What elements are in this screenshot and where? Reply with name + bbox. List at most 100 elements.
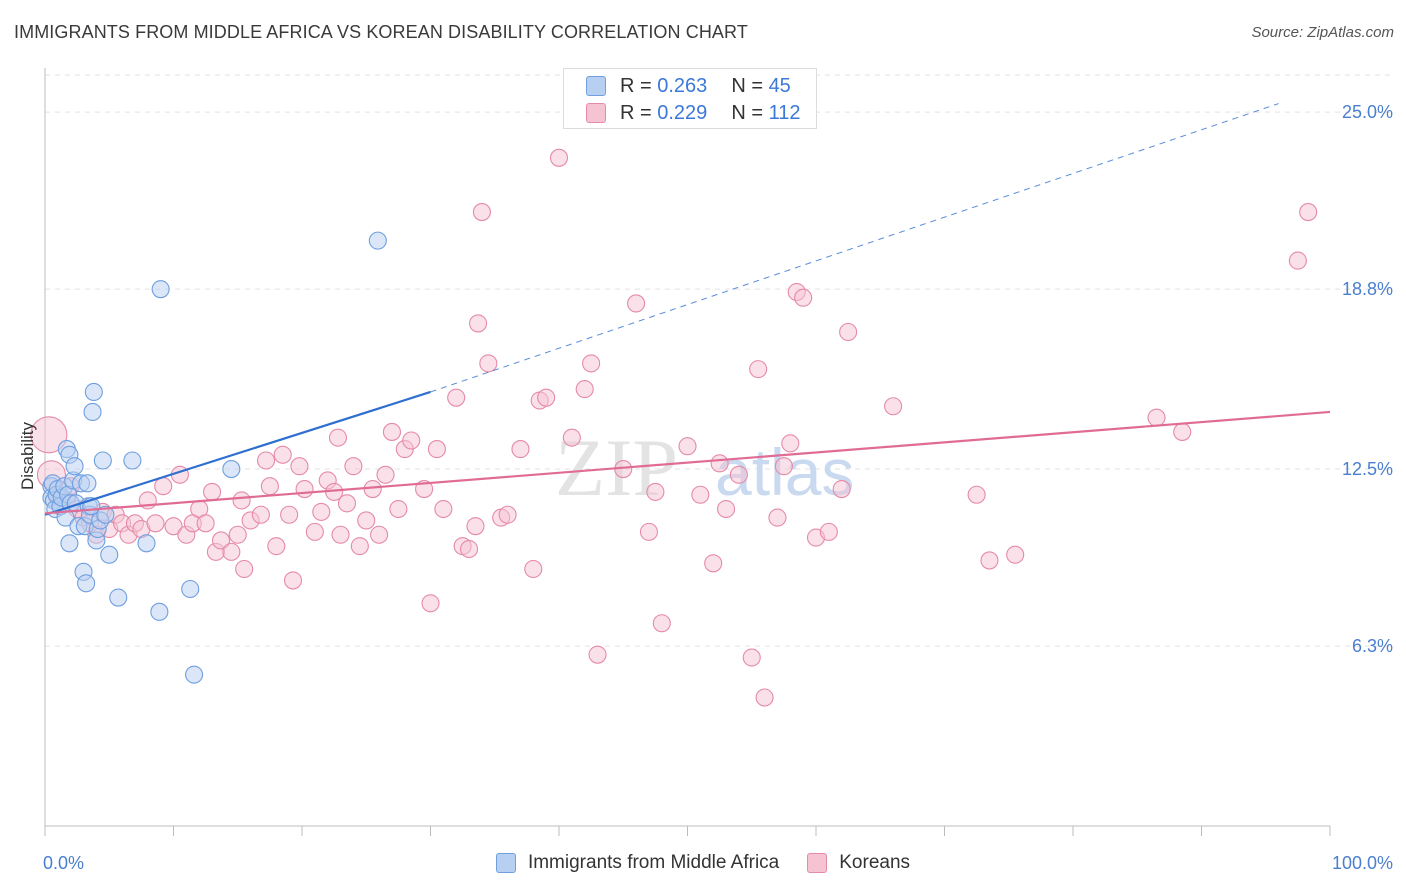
point-korean — [524, 559, 543, 579]
point-immigrants — [93, 451, 112, 470]
stats-legend: R = 0.263 N = 45 R = 0.229 N = 112 — [563, 68, 817, 129]
series-legend: Immigrants from Middle Africa Koreans — [0, 852, 1406, 874]
point-immigrants — [137, 534, 156, 553]
point-korean — [267, 537, 286, 556]
point-korean — [427, 440, 446, 459]
point-korean — [235, 559, 254, 579]
point-korean — [203, 482, 222, 501]
point-korean — [1147, 408, 1166, 427]
point-korean — [967, 485, 986, 504]
point-korean — [678, 437, 697, 456]
point-korean — [710, 454, 729, 473]
point-korean — [716, 499, 736, 519]
point-korean — [350, 537, 369, 556]
point-korean — [511, 440, 530, 459]
x-tick-label-min: 0.0% — [43, 853, 84, 873]
y-tick-label: 12.5% — [1342, 459, 1393, 479]
trend-line-immigrants — [44, 390, 431, 516]
point-korean — [357, 511, 376, 530]
point-korean — [691, 485, 710, 504]
point-korean — [819, 522, 838, 541]
point-korean — [389, 499, 408, 519]
r-label: R = — [620, 101, 652, 124]
source-label: Source: ZipAtlas.com — [1251, 24, 1394, 41]
y-axis-label: Disability — [18, 421, 37, 490]
tick-labels: 6.3% 12.5% 18.8% 25.0% 0.0% 100.0% — [43, 102, 1393, 873]
point-korean — [781, 434, 800, 453]
point-korean — [839, 322, 858, 342]
stats-row-immigrants: R = 0.263 N = 45 — [586, 74, 791, 98]
point-immigrants — [151, 280, 170, 299]
point-korean — [459, 539, 479, 559]
point-korean — [447, 388, 466, 407]
point-immigrants — [185, 665, 204, 684]
point-korean — [273, 445, 292, 464]
legend-item-koreans[interactable]: Koreans — [807, 852, 910, 874]
point-korean — [755, 688, 774, 707]
legend-label-immigrants: Immigrants from Middle Africa — [527, 852, 780, 873]
point-immigrants — [96, 505, 115, 524]
point-korean — [290, 457, 309, 476]
point-korean — [537, 388, 556, 407]
point-korean — [280, 505, 299, 524]
legend-swatch-koreans — [807, 853, 828, 873]
r-label: R = — [620, 74, 652, 97]
point-korean — [251, 505, 270, 524]
y-tick-label: 6.3% — [1352, 636, 1393, 656]
point-korean — [479, 354, 498, 373]
point-korean — [1299, 203, 1318, 222]
point-korean — [884, 397, 903, 416]
point-korean — [498, 505, 517, 524]
chart-title: IMMIGRANTS FROM MIDDLE AFRICA VS KOREAN … — [14, 22, 748, 42]
point-korean — [627, 294, 646, 313]
point-korean — [832, 479, 851, 499]
point-korean — [382, 422, 402, 441]
point-korean — [283, 571, 303, 590]
r-value-immigrants: 0.263 — [657, 74, 708, 97]
point-korean — [228, 525, 247, 544]
n-label: N = — [731, 74, 763, 97]
point-korean — [256, 451, 276, 470]
legend-label-koreans: Koreans — [839, 852, 911, 873]
point-korean — [466, 517, 485, 536]
stats-row-koreans: R = 0.229 N = 112 — [586, 101, 800, 125]
trend-extension-immigrants — [430, 103, 1279, 393]
point-immigrants — [78, 474, 97, 493]
point-immigrants — [60, 534, 79, 553]
point-immigrants — [181, 579, 200, 599]
point-korean — [742, 648, 761, 667]
point-korean — [344, 457, 363, 476]
data-points — [30, 148, 1318, 707]
point-immigrants — [77, 574, 96, 593]
point-korean — [582, 354, 601, 373]
point-immigrants — [150, 602, 169, 621]
point-korean — [337, 494, 357, 513]
point-korean — [421, 594, 440, 613]
point-korean — [1173, 422, 1192, 441]
point-korean — [980, 551, 999, 570]
point-korean — [295, 479, 314, 499]
point-korean — [646, 482, 665, 501]
point-korean — [196, 514, 215, 533]
point-korean — [222, 542, 241, 561]
point-immigrants — [222, 460, 241, 479]
point-korean — [1006, 545, 1025, 564]
point-korean — [704, 554, 723, 573]
swatch-immigrants — [586, 76, 606, 96]
point-immigrants — [109, 588, 128, 607]
n-value-koreans: 112 — [768, 101, 801, 124]
point-korean — [370, 525, 389, 544]
point-korean — [575, 380, 594, 399]
point-immigrants — [123, 451, 142, 470]
point-korean — [154, 477, 173, 496]
point-korean — [562, 428, 581, 447]
trend-lines — [44, 103, 1331, 516]
point-immigrants — [100, 545, 119, 564]
point-korean — [652, 614, 671, 633]
n-value-immigrants: 45 — [768, 74, 791, 97]
point-korean — [376, 465, 395, 484]
point-korean — [312, 502, 331, 521]
legend-item-immigrants[interactable]: Immigrants from Middle Africa — [495, 852, 780, 874]
point-immigrants — [65, 457, 84, 476]
